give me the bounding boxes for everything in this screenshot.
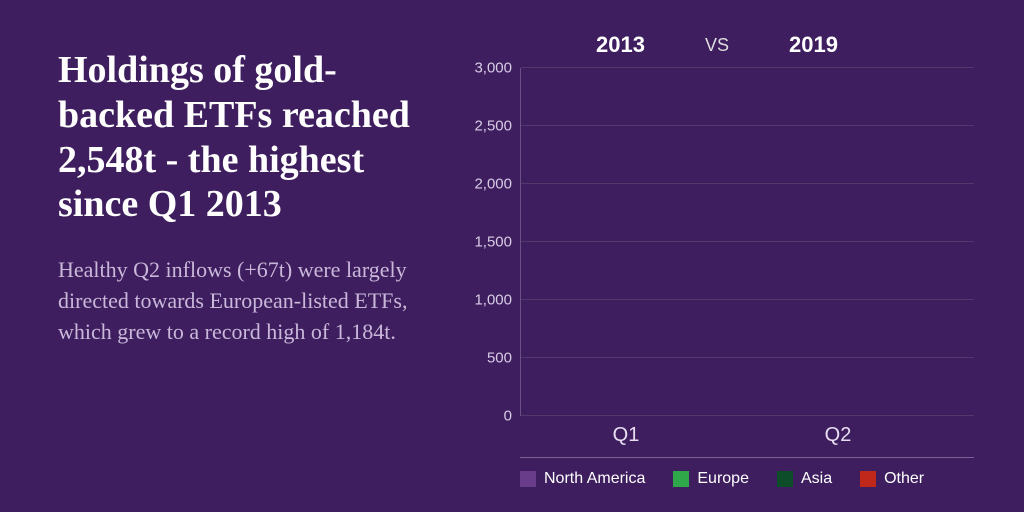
grid-line xyxy=(521,357,974,358)
grid-line xyxy=(521,241,974,242)
y-tick-label: 2,500 xyxy=(474,118,512,135)
legend-label: Asia xyxy=(801,470,832,488)
chart-area: 05001,0001,5002,0002,5003,000 xyxy=(460,68,974,416)
legend-item-north-america: North America xyxy=(520,470,645,488)
grid-line xyxy=(521,415,974,416)
bars-container xyxy=(521,68,974,416)
header-year-right: 2019 xyxy=(789,32,838,58)
header-year-left: 2013 xyxy=(596,32,645,58)
legend-item-other: Other xyxy=(860,470,924,488)
y-tick-label: 1,500 xyxy=(474,234,512,251)
chart-legend: North America Europe Asia Other xyxy=(460,470,974,488)
legend-swatch xyxy=(860,471,876,487)
legend-swatch xyxy=(673,471,689,487)
legend-label: Other xyxy=(884,470,924,488)
text-panel: Holdings of gold-backed ETFs reached 2,5… xyxy=(0,0,440,512)
header-vs: VS xyxy=(705,35,729,56)
y-tick-label: 3,000 xyxy=(474,60,512,77)
headline: Holdings of gold-backed ETFs reached 2,5… xyxy=(58,48,420,227)
grid-line xyxy=(521,67,974,68)
grid-line xyxy=(521,299,974,300)
legend-label: North America xyxy=(544,470,645,488)
y-axis: 05001,0001,5002,0002,5003,000 xyxy=(460,68,520,416)
grid-line xyxy=(521,183,974,184)
legend-label: Europe xyxy=(697,470,749,488)
legend-divider xyxy=(520,457,974,458)
x-label: Q1 xyxy=(561,424,691,447)
chart-header: 2013 VS 2019 xyxy=(460,32,974,58)
chart-plot xyxy=(520,68,974,416)
legend-item-asia: Asia xyxy=(777,470,832,488)
chart-panel: 2013 VS 2019 0 500 1,000 1,500 2,000 2,500 3,0… xyxy=(440,0,1024,512)
grid-line xyxy=(521,125,974,126)
y-tick-label: 0 xyxy=(504,408,512,425)
y-tick-label: 1,000 xyxy=(474,292,512,309)
y-tick-label: 2,000 xyxy=(474,176,512,193)
subtext: Healthy Q2 inflows (+67t) were largely d… xyxy=(58,255,420,347)
legend-item-europe: Europe xyxy=(673,470,749,488)
y-tick-label: 500 xyxy=(487,350,512,367)
x-axis-labels: Q1 Q2 xyxy=(460,416,974,447)
legend-swatch xyxy=(520,471,536,487)
legend-swatch xyxy=(777,471,793,487)
x-label: Q2 xyxy=(773,424,903,447)
